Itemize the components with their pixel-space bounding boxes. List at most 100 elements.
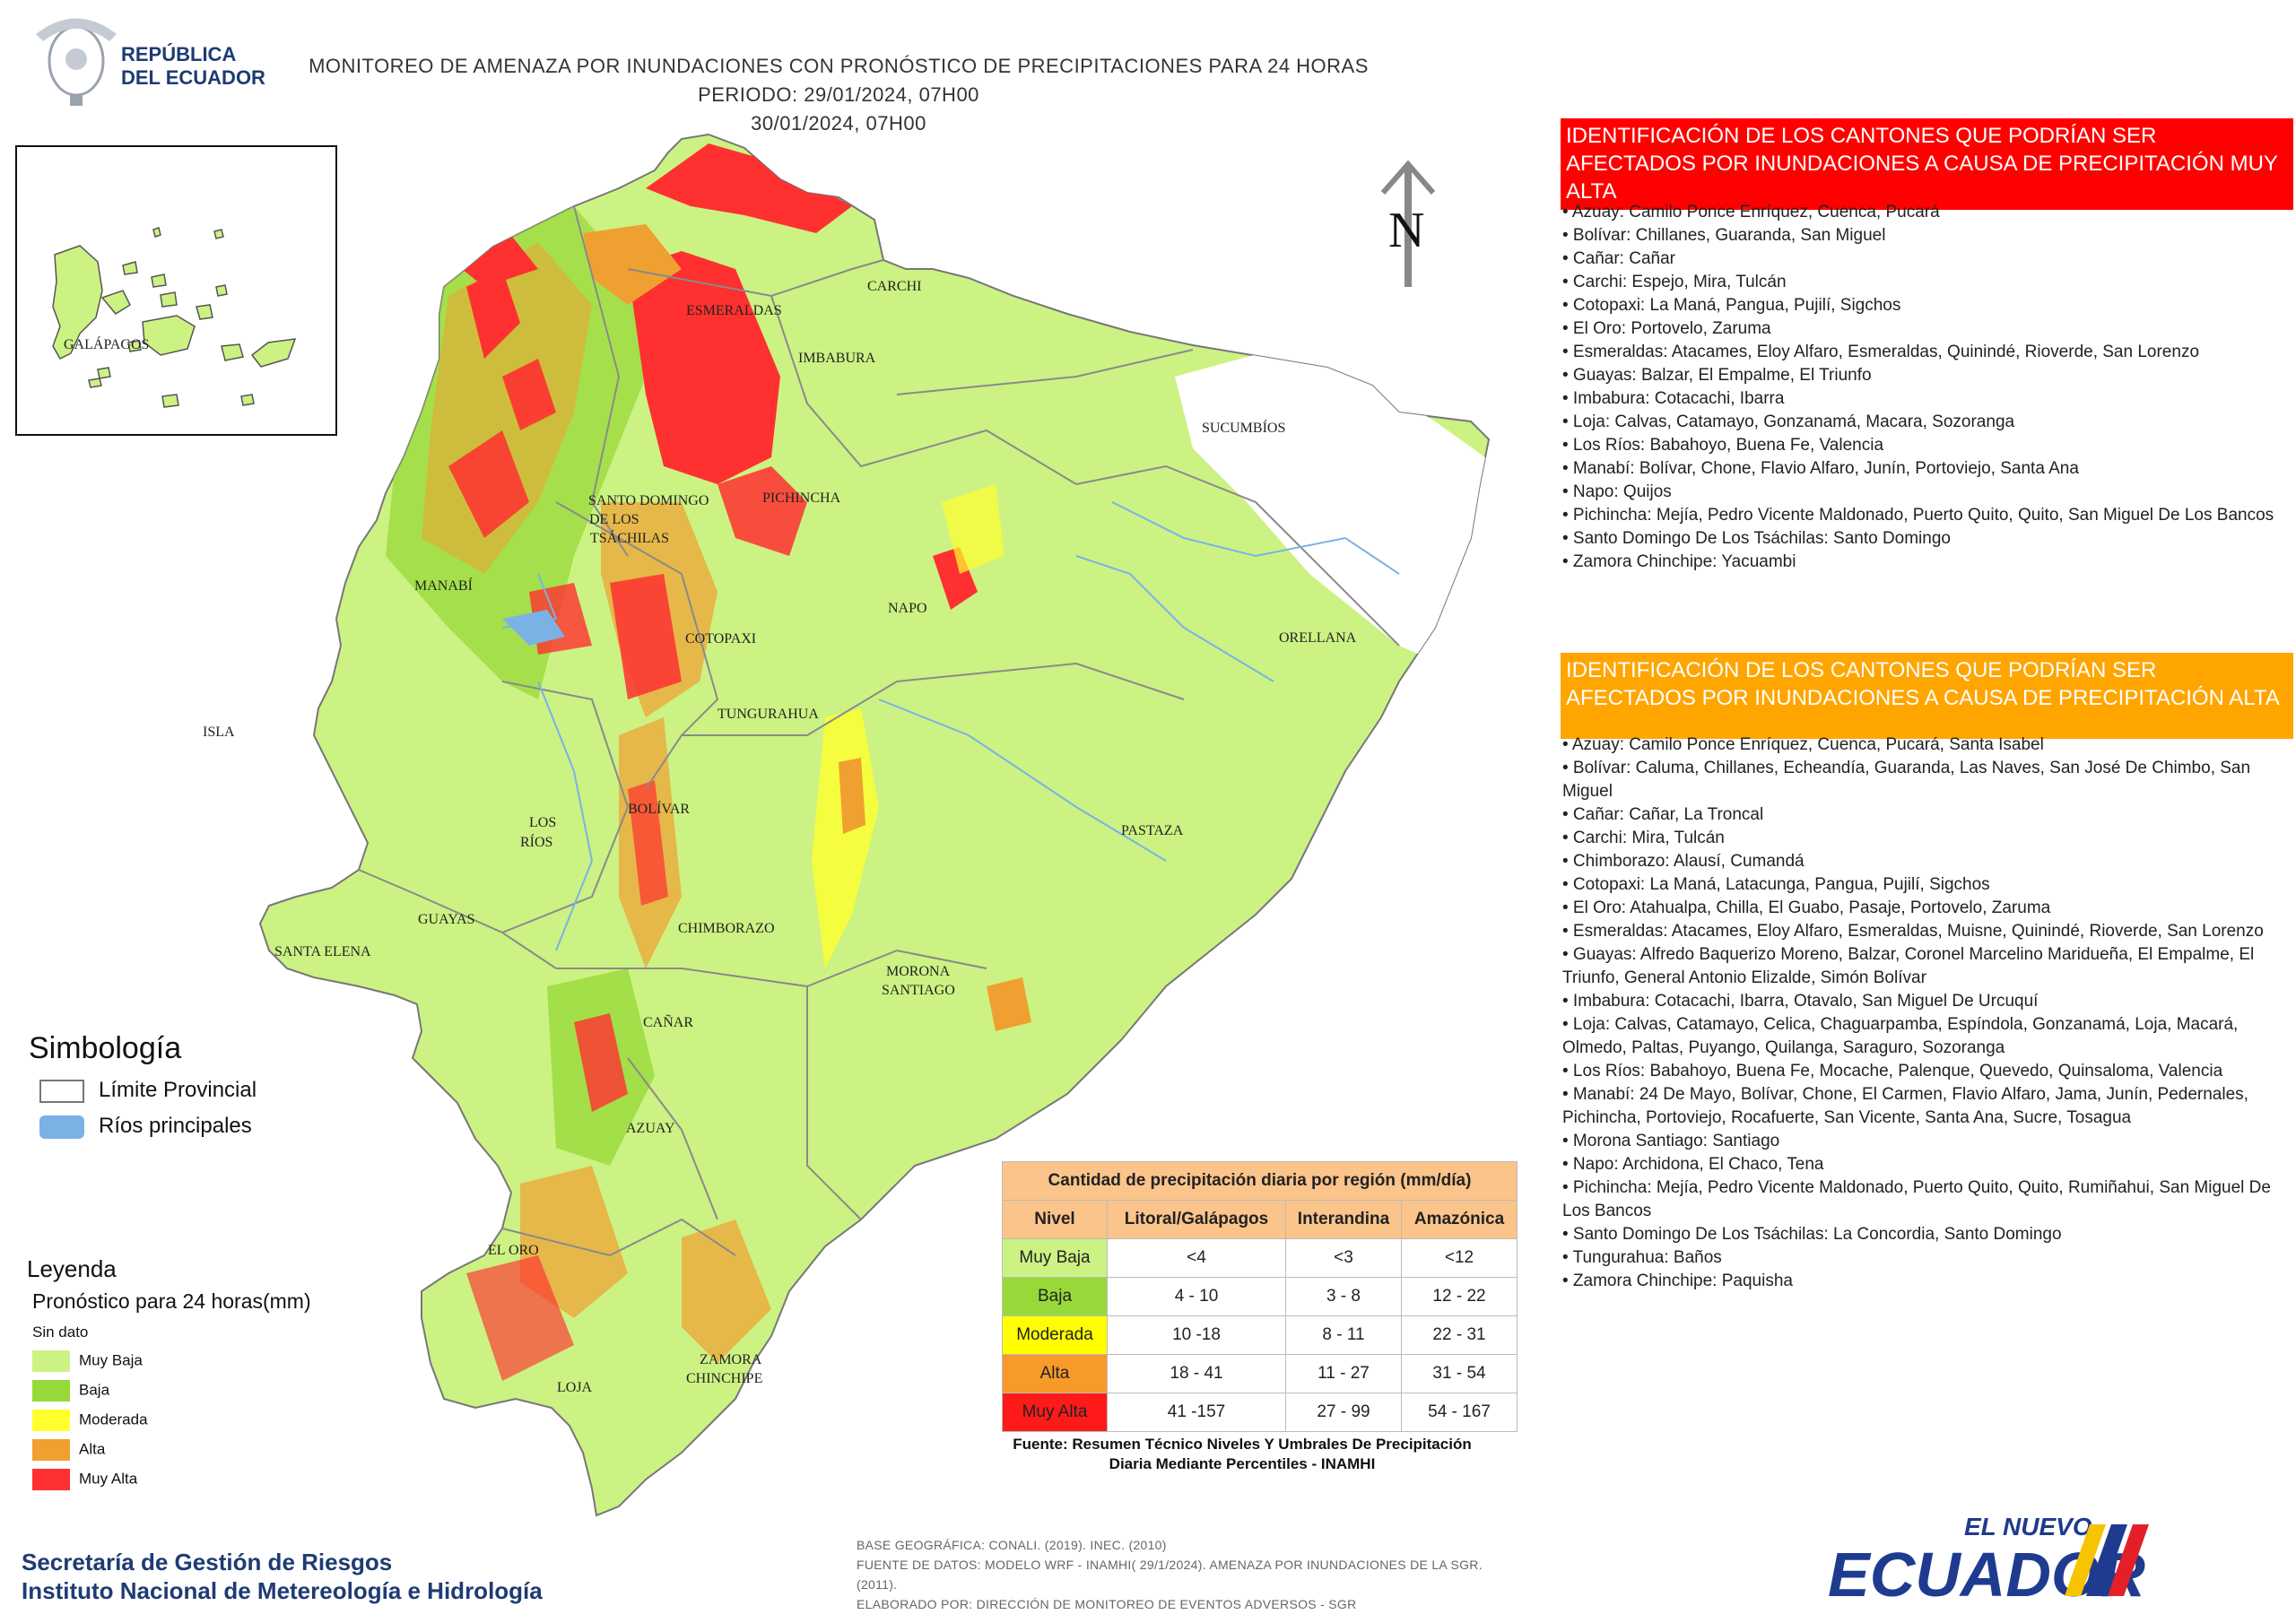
table-cell: 18 - 41: [1107, 1354, 1286, 1393]
color-swatch: [32, 1350, 70, 1372]
list-item: • Cotopaxi: La Maná, Pangua, Pujilí, Sig…: [1562, 296, 1901, 315]
label-sucumbios: SUCUMBÍOS: [1202, 419, 1285, 436]
north-arrow-icon: N: [1380, 160, 1436, 287]
footer-source-line: ELABORADO POR: DIRECCIÓN DE MONITOREO DE…: [857, 1597, 1357, 1611]
table-row: Alta 18 - 41 11 - 27 31 - 54: [1002, 1354, 1518, 1393]
logo-text-line1: REPÚBLICA: [121, 43, 237, 65]
label-galapagos: GALÁPAGOS: [64, 335, 149, 352]
list-item: • Azuay: Camilo Ponce Enríquez, Cuenca, …: [1562, 735, 2044, 754]
galapagos-map: GALÁPAGOS: [52, 227, 297, 408]
coat-of-arms-icon: [36, 18, 117, 106]
label-imbabura: IMBABURA: [798, 351, 876, 366]
leyenda-sin-dato: Sin dato: [32, 1324, 88, 1341]
table-row: Baja 4 - 10 3 - 8 12 - 22: [1002, 1277, 1518, 1316]
republica-logo-text: REPÚBLICA DEL ECUADOR: [121, 43, 265, 90]
label-santo-domingo-3: TSÁCHILAS: [590, 529, 669, 546]
table-header: Nivel: [1002, 1200, 1108, 1239]
legend-rivers: Ríos principales: [39, 1114, 252, 1139]
list-item: • Napo: Quijos: [1562, 482, 1672, 501]
color-swatch: [32, 1439, 70, 1461]
north-label: N: [1388, 203, 1424, 258]
list-item: • Manabí: 24 De Mayo, Bolívar, Chone, El…: [1562, 1085, 2248, 1127]
table-cell: Muy Baja: [1002, 1238, 1108, 1278]
leyenda-muy-baja: Muy Baja: [32, 1350, 143, 1372]
leyenda-muy-alta: Muy Alta: [32, 1469, 137, 1490]
color-swatch: [32, 1380, 70, 1402]
label-manabi: MANABÍ: [414, 577, 473, 594]
table-cell: Baja: [1002, 1277, 1108, 1316]
label-los-rios-2: RÍOS: [520, 833, 552, 850]
list-item: • Los Ríos: Babahoyo, Buena Fe, Mocache,…: [1562, 1062, 2223, 1081]
leyenda-label: Baja: [79, 1381, 110, 1399]
legend-boundary-label: Límite Provincial: [99, 1078, 257, 1102]
panel-alta-list: • Azuay: Camilo Ponce Enríquez, Cuenca, …: [1562, 733, 2280, 1293]
label-santa-elena: SANTA ELENA: [274, 944, 371, 959]
label-pichincha: PICHINCHA: [762, 490, 841, 506]
republica-logo: [27, 7, 260, 108]
list-item: • Zamora Chinchipe: Yacuambi: [1562, 552, 1796, 571]
label-orellana: ORELLANA: [1279, 630, 1357, 646]
leyenda-subtitle: Pronóstico para 24 horas(mm): [32, 1289, 311, 1313]
list-item: • Carchi: Espejo, Mira, Tulcán: [1562, 273, 1787, 291]
panel-muy-alta-title: IDENTIFICACIÓN DE LOS CANTONES QUE PODRÍ…: [1561, 118, 2293, 210]
label-santo-domingo-2: DE LOS: [589, 512, 639, 527]
label-el-oro: EL ORO: [488, 1243, 539, 1258]
footer-source-line: BASE GEOGRÁFICA: CONALI. (2019). INEC. (…: [857, 1538, 1167, 1552]
list-item: • Cotopaxi: La Maná, Latacunga, Pangua, …: [1562, 875, 1990, 894]
label-santo-domingo-1: SANTO DOMINGO: [588, 493, 709, 508]
leyenda-label: Sin dato: [32, 1324, 89, 1341]
list-item: • Manabí: Bolívar, Chone, Flavio Alfaro,…: [1562, 459, 2079, 478]
table-header: Litoral/Galápagos: [1107, 1200, 1286, 1239]
table-header: Interandina: [1285, 1200, 1402, 1239]
table-source: Fuente: Resumen Técnico Niveles Y Umbral…: [1013, 1436, 1472, 1472]
leyenda-label: Muy Alta: [79, 1470, 138, 1488]
list-item: • Cañar: Cañar, La Troncal: [1562, 805, 1764, 824]
label-guayas: GUAYAS: [418, 912, 474, 927]
brand-line1: EL NUEVO: [1964, 1513, 2092, 1541]
ecuador-precipitation-map: ESMERALDAS CARCHI IMBABURA SUCUMBÍOS SAN…: [203, 134, 1490, 1516]
brand-logo-icon: EL NUEVO ECUADOR: [1828, 1513, 2149, 1610]
table-cell: 12 - 22: [1401, 1277, 1518, 1316]
label-carchi: CARCHI: [867, 279, 921, 294]
table-row: Muy Alta 41 -157 27 - 99 54 - 167: [1002, 1393, 1518, 1432]
leyenda-alta: Alta: [32, 1439, 105, 1461]
color-swatch: [32, 1469, 70, 1490]
list-item: • Napo: Archidona, El Chaco, Tena: [1562, 1155, 1824, 1174]
label-los-rios-1: LOS: [529, 815, 556, 830]
footer-source-line: FUENTE DE DATOS: MODELO WRF - INAMHI( 29…: [857, 1558, 1483, 1592]
label-zamora-2: CHINCHIPE: [686, 1371, 762, 1386]
legend-boundary: Límite Provincial: [39, 1078, 257, 1103]
table-cell: 4 - 10: [1107, 1277, 1286, 1316]
list-item: • Tungurahua: Baños: [1562, 1248, 1722, 1267]
river-swatch-icon: [39, 1115, 84, 1139]
table-cell: <3: [1285, 1238, 1402, 1278]
label-loja: LOJA: [557, 1380, 593, 1395]
list-item: • Morona Santiago: Santiago: [1562, 1132, 1780, 1150]
list-item: • Bolívar: Caluma, Chillanes, Echeandía,…: [1562, 759, 2251, 801]
table-cell: 31 - 54: [1401, 1354, 1518, 1393]
label-canar: CAÑAR: [643, 1014, 693, 1030]
list-item: • Chimborazo: Alausí, Cumandá: [1562, 852, 1805, 871]
table-cell: <4: [1107, 1238, 1286, 1278]
table-cell: 27 - 99: [1285, 1393, 1402, 1432]
list-item: • Esmeraldas: Atacames, Eloy Alfaro, Esm…: [1562, 343, 2200, 361]
table-cell: Alta: [1002, 1354, 1108, 1393]
list-item: • Zamora Chinchipe: Paquisha: [1562, 1271, 1793, 1290]
table-cell: 11 - 27: [1285, 1354, 1402, 1393]
north-arrow: N: [1372, 157, 1436, 296]
list-item: • Pichincha: Mejía, Pedro Vicente Maldon…: [1562, 506, 2274, 525]
leyenda-baja: Baja: [32, 1380, 109, 1402]
list-item: • Santo Domingo De Los Tsáchilas: La Con…: [1562, 1225, 2062, 1244]
list-item: • Loja: Calvas, Catamayo, Gonzanamá, Mac…: [1562, 412, 2015, 431]
label-napo: NAPO: [888, 601, 927, 616]
table-row: Moderada 10 -18 8 - 11 22 - 31: [1002, 1315, 1518, 1355]
table-cell: Muy Alta: [1002, 1393, 1108, 1432]
label-morona-1: MORONA: [886, 964, 951, 979]
list-item: • Esmeraldas: Atacames, Eloy Alfaro, Esm…: [1562, 922, 2264, 941]
table-cell: 10 -18: [1107, 1315, 1286, 1355]
map-title-line1: MONITOREO DE AMENAZA POR INUNDACIONES CO…: [309, 55, 1369, 106]
footer-org-line1: Secretaría de Gestión de Riesgos: [22, 1549, 393, 1575]
list-item: • Bolívar: Chillanes, Guaranda, San Migu…: [1562, 226, 1886, 245]
list-item: • Guayas: Balzar, El Empalme, El Triunfo: [1562, 366, 1872, 385]
label-isla: ISLA: [203, 725, 235, 740]
